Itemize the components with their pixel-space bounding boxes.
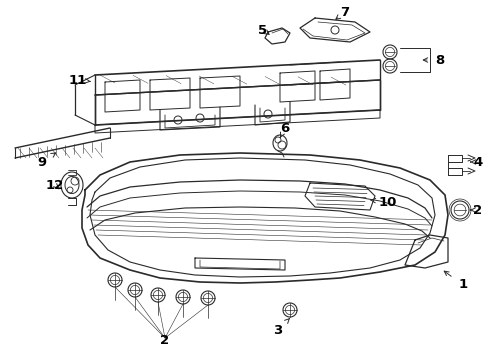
- Text: 3: 3: [273, 319, 289, 337]
- Text: 2: 2: [469, 203, 482, 216]
- Text: 1: 1: [443, 271, 467, 292]
- Text: 5: 5: [258, 23, 268, 36]
- Text: 2: 2: [160, 333, 169, 346]
- Text: 11: 11: [69, 73, 90, 86]
- Text: 10: 10: [370, 195, 396, 208]
- Text: 4: 4: [469, 156, 482, 168]
- Text: 12: 12: [46, 179, 64, 192]
- Text: 8: 8: [423, 54, 444, 67]
- Text: 7: 7: [335, 5, 349, 19]
- Text: 9: 9: [38, 153, 56, 168]
- Text: 6: 6: [280, 122, 289, 138]
